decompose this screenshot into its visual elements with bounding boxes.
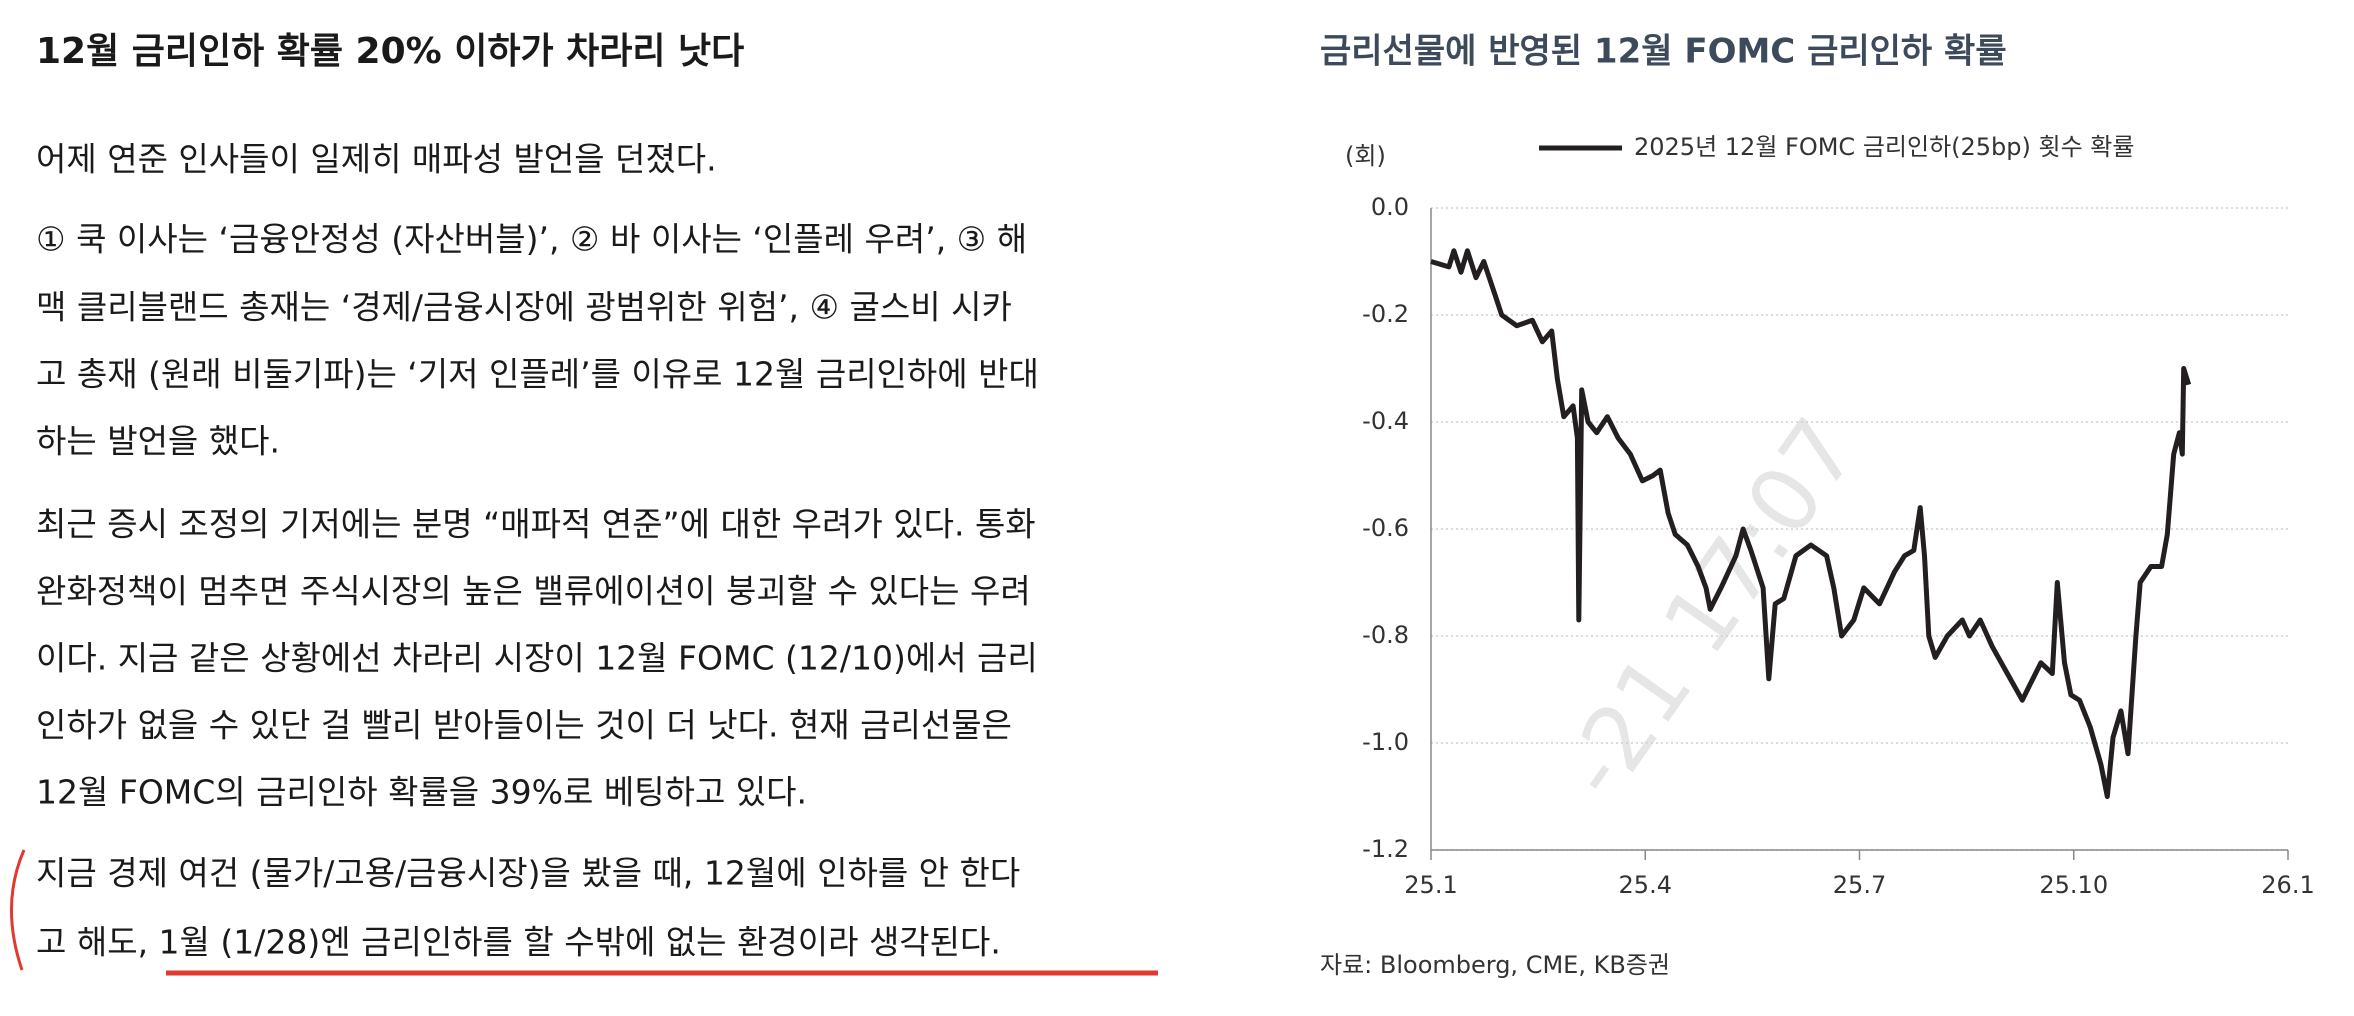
y-tick-label: 0.0 (1371, 193, 1409, 221)
body-line: 최근 증시 조정의 기저에는 분명 “매파적 연준”에 대한 우려가 있다. 통… (36, 505, 1036, 544)
body-line: 지금 경제 여건 (물가/고용/금융시장)을 봤을 때, 12월에 인하를 안 … (36, 854, 1020, 893)
article-title: 12월 금리인하 확률 20% 이하가 차라리 낫다 (36, 31, 744, 72)
x-tick-label: 25.10 (2039, 871, 2108, 899)
body-line: 인하가 없을 수 있단 걸 빨리 받아들이는 것이 더 낫다. 현재 금리선물은 (36, 706, 1012, 745)
body-line: 하는 발언을 했다. (36, 422, 280, 461)
y-unit: (회) (1345, 142, 1386, 170)
y-tick-label: -0.4 (1362, 407, 1409, 435)
y-tick-label: -1.2 (1362, 835, 1409, 863)
y-tick-label: -1.0 (1362, 728, 1409, 756)
body-line: 고 총재 (원래 비둘기파)는 ‘기저 인플레’를 이유로 12월 금리인하에 … (36, 355, 1039, 394)
y-tick-label: -0.8 (1362, 621, 1409, 649)
source: 자료: Bloomberg, CME, KB증권 (1320, 951, 1670, 979)
x-tick-label: 25.4 (1619, 871, 1672, 899)
body-line: ① 쿡 이사는 ‘금융안정성 (자산버블)’, ② 바 이사는 ‘인플레 우려’… (36, 220, 1027, 259)
body-line: 이다. 지금 같은 상황에선 차라리 시장이 12월 FOMC (12/10)에… (36, 639, 1038, 678)
x-tick-label: 25.1 (1404, 871, 1457, 899)
body-line: 완화정책이 멈추면 주식시장의 높은 밸류에이션이 붕괴할 수 있다는 우려 (36, 572, 1031, 611)
body-line: 12월 FOMC의 금리인하 확률을 39%로 베팅하고 있다. (36, 773, 807, 812)
chart-title: 금리선물에 반영된 12월 FOMC 금리인하 확률 (1320, 32, 2007, 72)
y-tick-label: -0.6 (1362, 514, 1409, 542)
series-line (1430, 248, 2192, 799)
body-line: 어제 연준 인사들이 일제히 매파성 발언을 던졌다. (36, 140, 717, 179)
y-tick-label: -0.2 (1362, 300, 1409, 328)
annotation-bracket (10, 849, 26, 971)
body-line: 맥 클리블랜드 총재는 ‘경제/금융시장에 광범위한 위험’, ④ 굴스비 시카 (36, 288, 1012, 327)
legend-label: 2025년 12월 FOMC 금리인하(25bp) 횟수 확률 (1634, 133, 2134, 161)
x-tick-label: 26.1 (2261, 871, 2314, 899)
x-tick-label: 25.7 (1833, 871, 1886, 899)
body-line: 고 해도, 1월 (1/28)엔 금리인하를 할 수밖에 없는 환경이라 생각된… (36, 923, 1001, 962)
